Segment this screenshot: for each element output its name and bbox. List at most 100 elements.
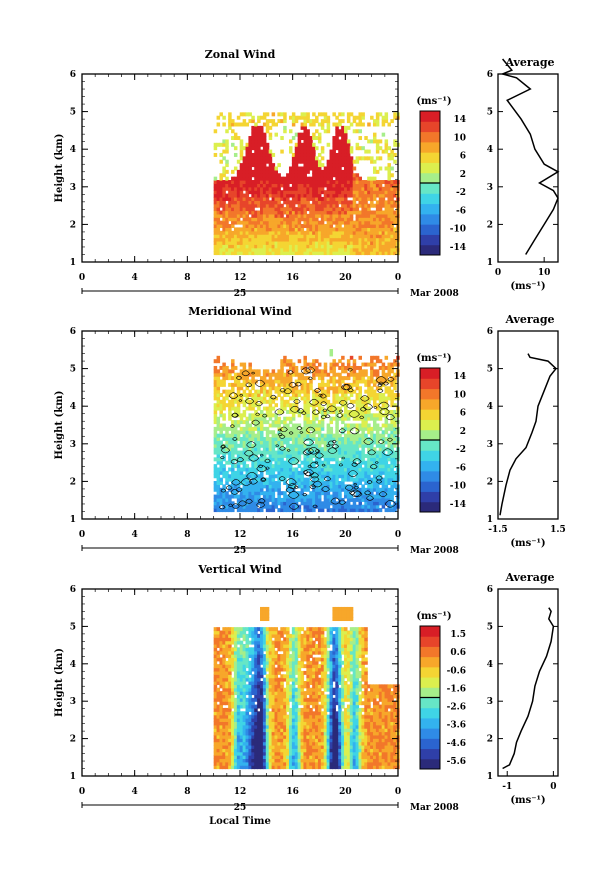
heatmap-cell — [312, 142, 316, 147]
heatmap-cell — [300, 467, 305, 472]
heatmap-cell — [300, 146, 305, 151]
heatmap-cell — [349, 372, 354, 377]
heatmap-cell — [288, 129, 293, 134]
heatmap-cell — [335, 437, 339, 442]
heatmap-cell — [225, 251, 229, 256]
contour-line — [347, 470, 358, 477]
heatmap-cell — [291, 112, 296, 117]
heatmap-cell — [326, 203, 331, 208]
heatmap-cell — [225, 244, 229, 249]
heatmap-cell — [219, 477, 223, 482]
heatmap-cell — [236, 193, 241, 198]
heatmap-cell — [222, 203, 226, 208]
heatmap-cell — [303, 224, 307, 228]
heatmap-cell — [286, 508, 290, 513]
heatmap-cell — [335, 433, 339, 438]
heatmap-cell — [323, 457, 328, 462]
heatmap-cell — [349, 190, 354, 195]
heatmap-cell — [367, 416, 371, 421]
heatmap-cell — [344, 470, 348, 475]
heatmap-cell — [367, 176, 371, 181]
profile-y-tick-label: 2 — [487, 220, 493, 230]
heatmap-cell — [317, 430, 322, 435]
heatmap-cell — [344, 409, 348, 414]
heatmap-cell — [332, 186, 336, 191]
heatmap-cell — [332, 213, 336, 218]
heatmap-cell — [245, 474, 250, 479]
heatmap-cell — [349, 453, 354, 458]
heatmap-cell — [367, 440, 371, 445]
heatmap-cell — [262, 396, 267, 401]
heatmap-cell — [364, 220, 368, 225]
heatmap-cell — [329, 176, 334, 181]
heatmap-cell — [355, 464, 360, 469]
heatmap-cell — [222, 244, 226, 249]
heatmap-cell — [271, 210, 276, 215]
heatmap-cell — [364, 382, 368, 387]
heatmap-cell — [265, 173, 270, 178]
heatmap-cell — [309, 122, 313, 127]
heatmap-cell — [381, 382, 386, 387]
heatmap-cell — [372, 393, 377, 398]
heatmap-cell — [332, 450, 336, 455]
heatmap-cell — [346, 430, 351, 435]
heatmap-cell — [361, 467, 365, 472]
heatmap-cell — [393, 244, 397, 249]
heatmap-cell — [335, 200, 339, 205]
heatmap-cell — [260, 376, 264, 381]
heatmap-cell — [352, 186, 357, 191]
heatmap-cell — [346, 484, 351, 489]
heatmap-cell — [306, 423, 310, 428]
heatmap-cell — [283, 112, 287, 117]
heatmap-cell — [213, 359, 218, 364]
heatmap-cell — [375, 504, 380, 509]
heatmap-cell — [375, 112, 380, 117]
heatmap-cell — [219, 457, 223, 462]
heatmap-cell — [297, 453, 302, 458]
heatmap-cell — [387, 457, 391, 462]
heatmap-cell — [393, 423, 397, 428]
heatmap-cell — [315, 447, 319, 452]
heatmap-cell — [355, 224, 360, 228]
profile-line — [500, 58, 560, 255]
heatmap-cell — [271, 224, 276, 228]
contour-line — [378, 439, 385, 444]
heatmap-cell — [303, 355, 307, 360]
heatmap-cell — [222, 501, 226, 506]
heatmap-cell — [344, 227, 348, 232]
heatmap-cell — [338, 139, 342, 144]
heatmap-cell — [231, 230, 235, 235]
contour-line — [351, 462, 358, 467]
heatmap-cell — [381, 379, 386, 384]
heatmap-cell — [239, 386, 244, 391]
heatmap-cell — [370, 470, 374, 475]
heatmap-cell — [332, 484, 336, 489]
heatmap-cell — [268, 173, 273, 178]
heatmap-cell — [222, 365, 226, 370]
heatmap-cell — [364, 501, 368, 506]
heatmap-cell — [300, 365, 305, 370]
contour-line — [274, 408, 285, 416]
profile-y-tick-label: 2 — [487, 477, 493, 487]
heatmap-cell — [222, 453, 226, 458]
heatmap-cell — [346, 396, 351, 401]
heatmap-cell — [349, 365, 354, 370]
heatmap-cell — [384, 251, 389, 256]
heatmap-cell — [291, 220, 296, 225]
heatmap-cell — [312, 393, 316, 398]
heatmap-cell — [228, 406, 232, 411]
heatmap-cell — [251, 203, 255, 208]
heatmap-cell — [355, 453, 360, 458]
heatmap-cell — [222, 200, 226, 205]
heatmap-cell — [317, 399, 322, 404]
heatmap-cell — [344, 501, 348, 506]
heatmap-cell — [387, 426, 391, 431]
heatmap-cell — [344, 406, 348, 411]
heatmap-cell — [381, 491, 386, 496]
heatmap-cell — [361, 470, 365, 475]
heatmap-cell — [225, 470, 229, 475]
heatmap-cell — [265, 193, 270, 198]
heatmap-cell — [381, 464, 386, 469]
heatmap-cell — [254, 186, 258, 191]
heatmap-cell — [317, 247, 322, 252]
